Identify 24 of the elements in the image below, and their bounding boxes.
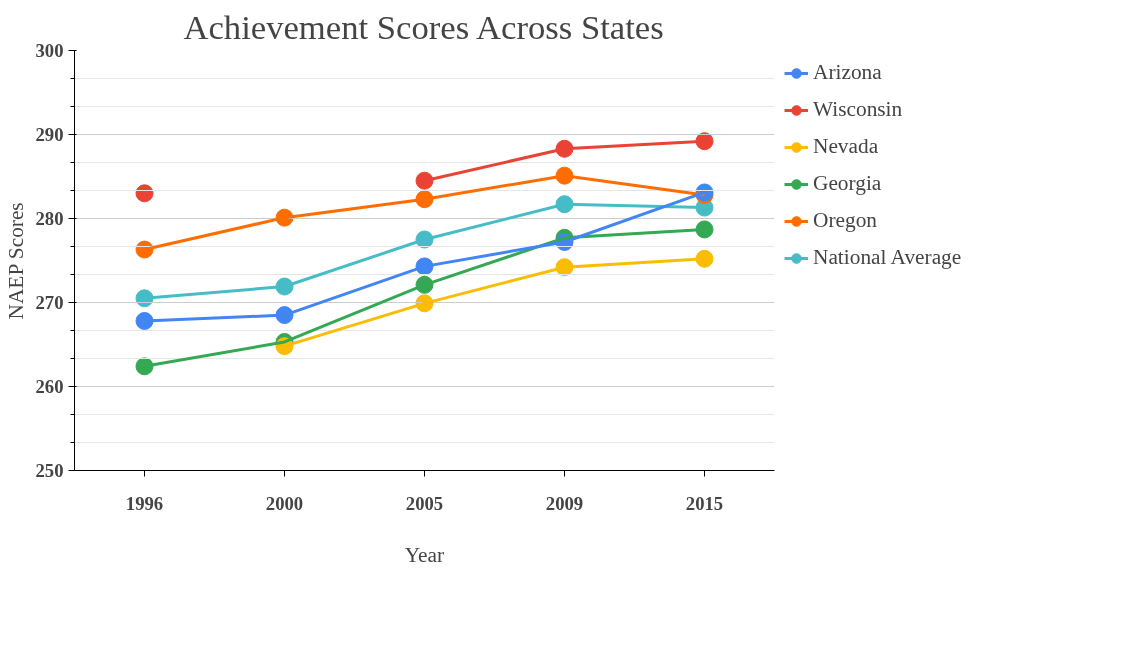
legend-label: Wisconsin bbox=[813, 97, 903, 122]
y-tick-label: 250 bbox=[35, 460, 64, 481]
point bbox=[695, 220, 714, 239]
y-tick-label: 300 bbox=[35, 40, 64, 61]
point bbox=[135, 312, 154, 330]
x-axis-title: Year bbox=[404, 542, 445, 567]
x-tick-label: 2000 bbox=[265, 492, 304, 514]
legend-label: Oregon bbox=[813, 208, 877, 233]
y-tick-label: 290 bbox=[35, 124, 64, 145]
y-tick-label: 280 bbox=[35, 208, 64, 229]
x-tick-label: 2015 bbox=[685, 492, 724, 514]
point bbox=[135, 184, 154, 203]
legend-label: Arizona bbox=[813, 60, 882, 85]
x-tick-label: 2009 bbox=[545, 492, 584, 514]
chart-title: Achievement Scores Across States bbox=[183, 7, 664, 46]
legend-label: Nevada bbox=[813, 134, 879, 159]
y-axis-title: NAEP Scores bbox=[3, 202, 28, 320]
legend-label: Georgia bbox=[813, 171, 882, 196]
y-tick-label: 270 bbox=[35, 292, 64, 313]
x-tick-label: 1996 bbox=[125, 492, 164, 514]
x-tick-label: 2005 bbox=[405, 492, 444, 514]
legend-label: National Average bbox=[813, 245, 962, 270]
point bbox=[695, 249, 714, 268]
y-tick-label: 260 bbox=[35, 376, 64, 397]
